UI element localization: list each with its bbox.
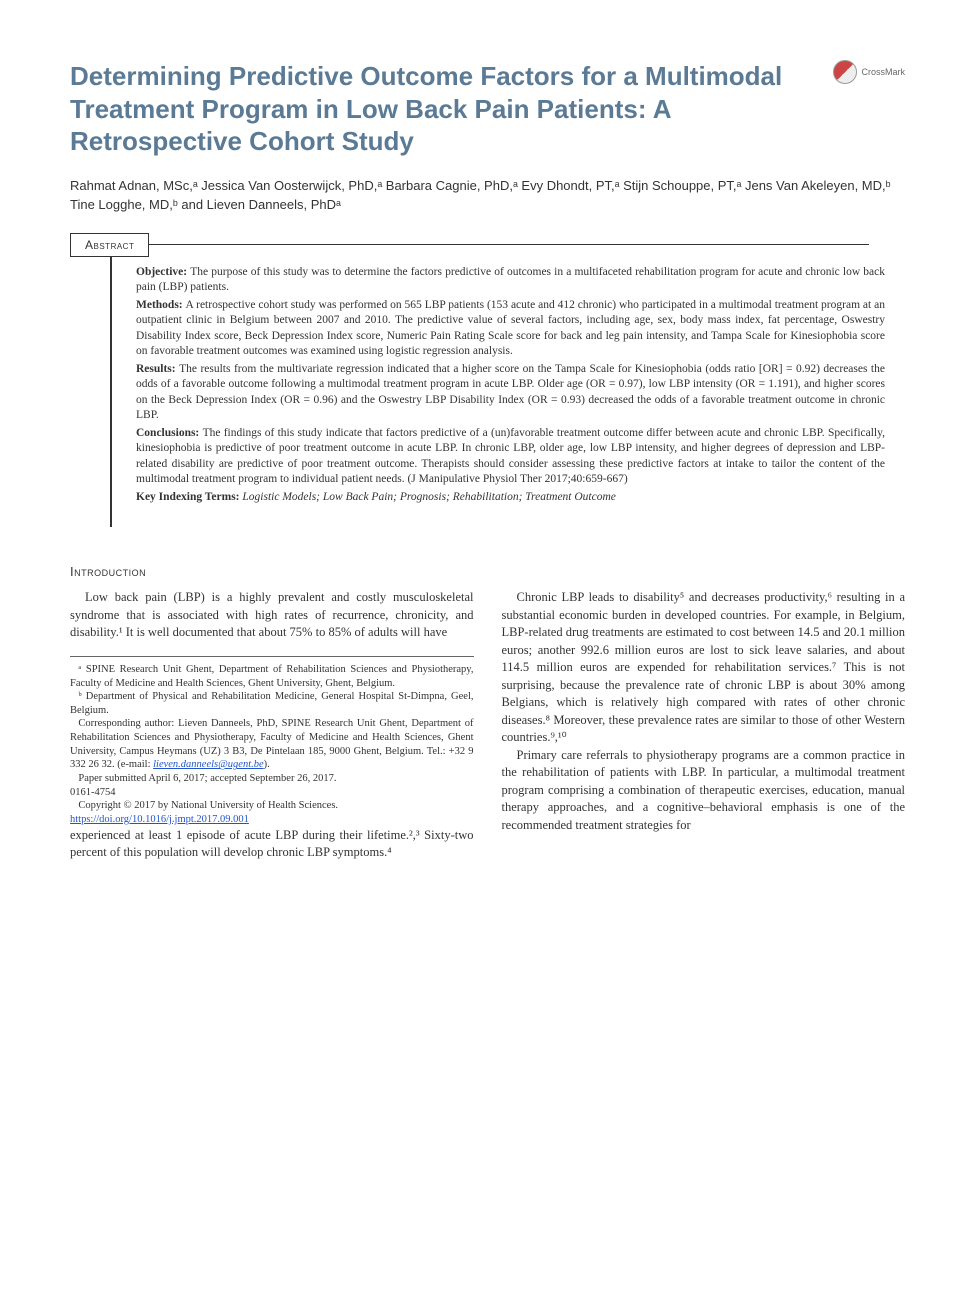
body-p3: Chronic LBP leads to disability⁵ and dec… (502, 589, 906, 747)
abstract-results: Results: The results from the multivaria… (136, 362, 885, 424)
methods-label: Methods: (136, 299, 186, 311)
keywords-label: Key Indexing Terms: (136, 491, 240, 503)
doi-line: https://doi.org/10.1016/j.jmpt.2017.09.0… (70, 813, 474, 827)
conclusions-label: Conclusions: (136, 427, 203, 439)
body-columns: Low back pain (LBP) is a highly prevalen… (70, 589, 905, 861)
body-p4: Primary care referrals to physiotherapy … (502, 747, 906, 835)
corresponding-text: Corresponding author: Lieven Danneels, P… (70, 718, 474, 770)
objective-label: Objective: (136, 266, 190, 278)
crossmark-icon (833, 60, 857, 84)
abstract-methods: Methods: A retrospective cohort study wa… (136, 298, 885, 360)
copyright-line: Copyright © 2017 by National University … (70, 799, 474, 813)
article-title: Determining Predictive Outcome Factors f… (70, 60, 790, 158)
abstract-label: Abstract (70, 233, 149, 258)
keywords-text: Logistic Models; Low Back Pain; Prognosi… (242, 491, 616, 503)
introduction-heading: Introduction (70, 563, 905, 581)
results-text: The results from the multivariate regres… (136, 363, 885, 422)
affiliation-a: ᵃ SPINE Research Unit Ghent, Department … (70, 663, 474, 690)
corresponding-email-link[interactable]: lieven.danneels@ugent.be (153, 759, 264, 770)
body-p1: Low back pain (LBP) is a highly prevalen… (70, 589, 474, 642)
body-p2: experienced at least 1 episode of acute … (70, 827, 474, 862)
author-list: Rahmat Adnan, MSc,ᵃ Jessica Van Oosterwi… (70, 176, 905, 215)
abstract-label-wrap: Abstract (70, 233, 869, 258)
submission-dates: Paper submitted April 6, 2017; accepted … (70, 772, 474, 786)
corresponding-author: Corresponding author: Lieven Danneels, P… (70, 717, 474, 772)
corresponding-close: ). (264, 759, 270, 770)
footnotes-block: ᵃ SPINE Research Unit Ghent, Department … (70, 656, 474, 827)
issn: 0161-4754 (70, 786, 474, 800)
doi-link[interactable]: https://doi.org/10.1016/j.jmpt.2017.09.0… (70, 814, 249, 825)
methods-text: A retrospective cohort study was perform… (136, 299, 885, 358)
objective-text: The purpose of this study was to determi… (136, 266, 885, 294)
abstract-keywords: Key Indexing Terms: Logistic Models; Low… (136, 490, 885, 506)
crossmark-badge[interactable]: CrossMark (833, 60, 905, 84)
header-row: Determining Predictive Outcome Factors f… (70, 60, 905, 158)
conclusions-text: The findings of this study indicate that… (136, 427, 885, 486)
abstract-rule (149, 244, 869, 245)
abstract-objective: Objective: The purpose of this study was… (136, 265, 885, 296)
abstract-box: Abstract Objective: The purpose of this … (110, 245, 905, 528)
results-label: Results: (136, 363, 179, 375)
crossmark-label: CrossMark (861, 66, 905, 79)
abstract-conclusions: Conclusions: The findings of this study … (136, 426, 885, 488)
affiliation-b: ᵇ Department of Physical and Rehabilitat… (70, 690, 474, 717)
